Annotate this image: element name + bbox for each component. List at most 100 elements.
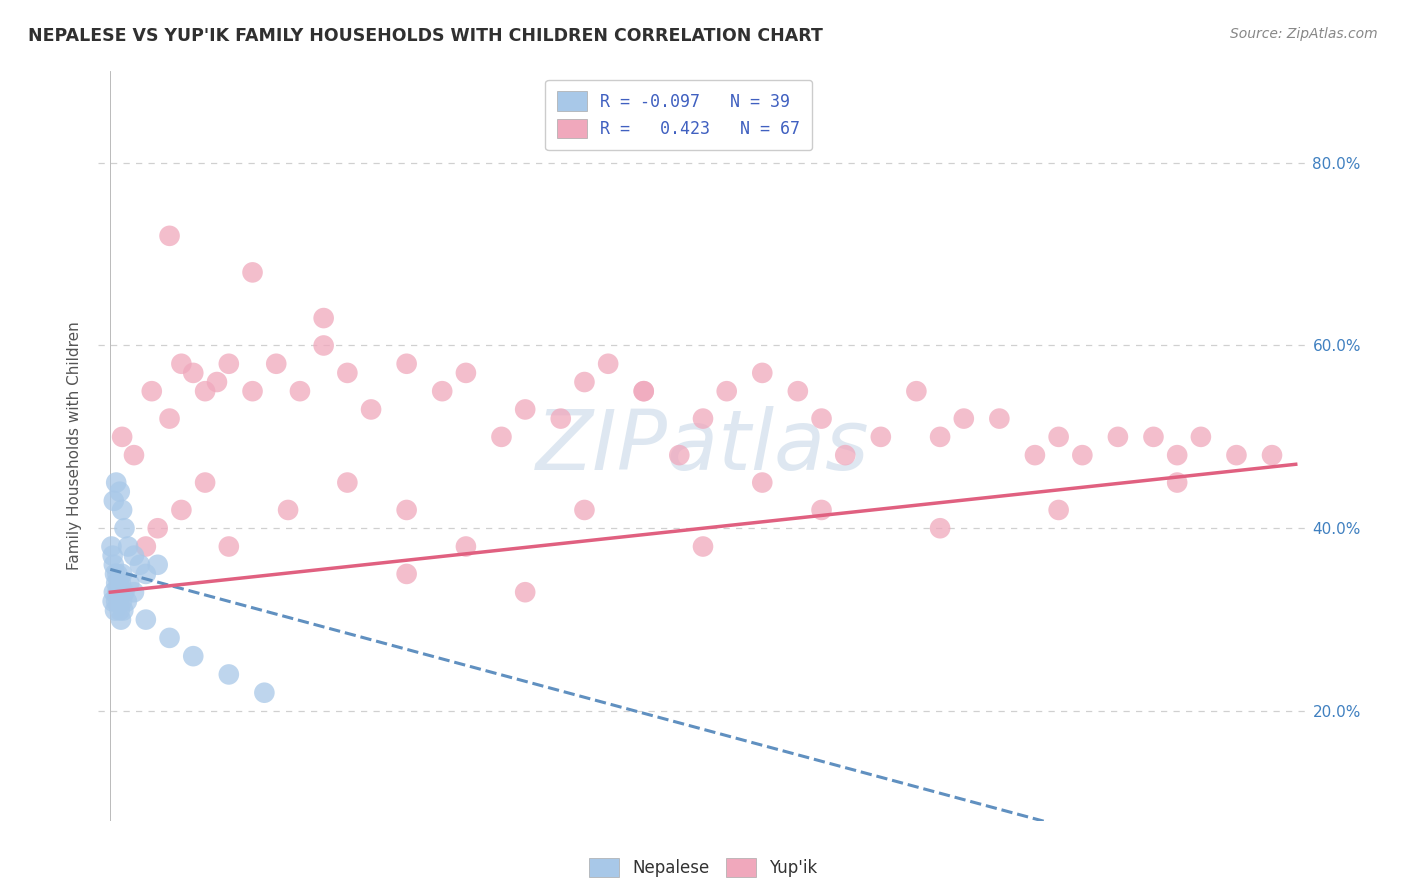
Point: [395, 566, 418, 581]
Point: [105, 576, 128, 591]
Point: [205, 375, 228, 389]
Point: [105, 585, 128, 599]
Point: [218, 540, 240, 554]
Point: [692, 540, 714, 554]
Text: ZIPatlas: ZIPatlas: [536, 406, 870, 486]
Point: [751, 366, 773, 380]
Point: [105, 475, 128, 490]
Point: [1024, 448, 1046, 462]
Point: [633, 384, 655, 399]
Point: [110, 576, 132, 591]
Point: [929, 430, 952, 444]
Point: [141, 384, 163, 399]
Point: [253, 686, 276, 700]
Point: [112, 603, 135, 617]
Point: [834, 448, 856, 462]
Point: [716, 384, 738, 399]
Point: [929, 521, 952, 535]
Point: [105, 566, 128, 581]
Point: [454, 540, 477, 554]
Point: [103, 493, 125, 508]
Point: [432, 384, 454, 399]
Point: [105, 594, 128, 608]
Point: [218, 357, 240, 371]
Point: [104, 566, 127, 581]
Y-axis label: Family Households with Children: Family Households with Children: [67, 322, 83, 570]
Point: [242, 265, 264, 279]
Point: [104, 603, 127, 617]
Point: [1166, 448, 1188, 462]
Point: [110, 613, 132, 627]
Point: [242, 384, 264, 399]
Point: [288, 384, 311, 399]
Point: [218, 667, 240, 681]
Point: [108, 585, 131, 599]
Point: [108, 484, 131, 499]
Point: [751, 475, 773, 490]
Point: [1166, 475, 1188, 490]
Point: [111, 566, 134, 581]
Point: [988, 411, 1011, 425]
Point: [810, 503, 832, 517]
Point: [135, 613, 157, 627]
Point: [810, 411, 832, 425]
Point: [277, 503, 299, 517]
Point: [952, 411, 974, 425]
Point: [100, 540, 122, 554]
Point: [103, 585, 125, 599]
Point: [869, 430, 891, 444]
Point: [111, 503, 134, 517]
Legend: R = -0.097   N = 39, R =   0.423   N = 67: R = -0.097 N = 39, R = 0.423 N = 67: [546, 79, 813, 150]
Point: [114, 585, 136, 599]
Point: [146, 521, 169, 535]
Text: NEPALESE VS YUP'IK FAMILY HOUSEHOLDS WITH CHILDREN CORRELATION CHART: NEPALESE VS YUP'IK FAMILY HOUSEHOLDS WIT…: [28, 27, 823, 45]
Point: [1261, 448, 1284, 462]
Point: [129, 558, 152, 572]
Point: [1189, 430, 1212, 444]
Point: [101, 549, 124, 563]
Point: [194, 384, 217, 399]
Point: [1225, 448, 1247, 462]
Point: [454, 366, 477, 380]
Point: [515, 402, 537, 417]
Point: [312, 338, 335, 352]
Point: [122, 448, 145, 462]
Point: [146, 558, 169, 572]
Point: [159, 228, 181, 243]
Point: [574, 375, 596, 389]
Point: [103, 558, 125, 572]
Point: [360, 402, 382, 417]
Text: Source: ZipAtlas.com: Source: ZipAtlas.com: [1230, 27, 1378, 41]
Point: [117, 540, 139, 554]
Point: [668, 448, 690, 462]
Point: [107, 594, 129, 608]
Point: [598, 357, 620, 371]
Point: [692, 411, 714, 425]
Legend: Nepalese, Yup'ik: Nepalese, Yup'ik: [582, 851, 824, 884]
Point: [336, 475, 359, 490]
Point: [181, 366, 204, 380]
Point: [107, 576, 129, 591]
Point: [1107, 430, 1129, 444]
Point: [108, 603, 131, 617]
Point: [574, 503, 596, 517]
Point: [905, 384, 928, 399]
Point: [1142, 430, 1164, 444]
Point: [114, 521, 136, 535]
Point: [633, 384, 655, 399]
Point: [118, 576, 141, 591]
Point: [786, 384, 808, 399]
Point: [135, 540, 157, 554]
Point: [194, 475, 217, 490]
Point: [491, 430, 513, 444]
Point: [159, 411, 181, 425]
Point: [336, 366, 359, 380]
Point: [1071, 448, 1094, 462]
Point: [170, 357, 193, 371]
Point: [395, 503, 418, 517]
Point: [135, 566, 157, 581]
Point: [101, 594, 124, 608]
Point: [264, 357, 287, 371]
Point: [115, 594, 138, 608]
Point: [122, 549, 145, 563]
